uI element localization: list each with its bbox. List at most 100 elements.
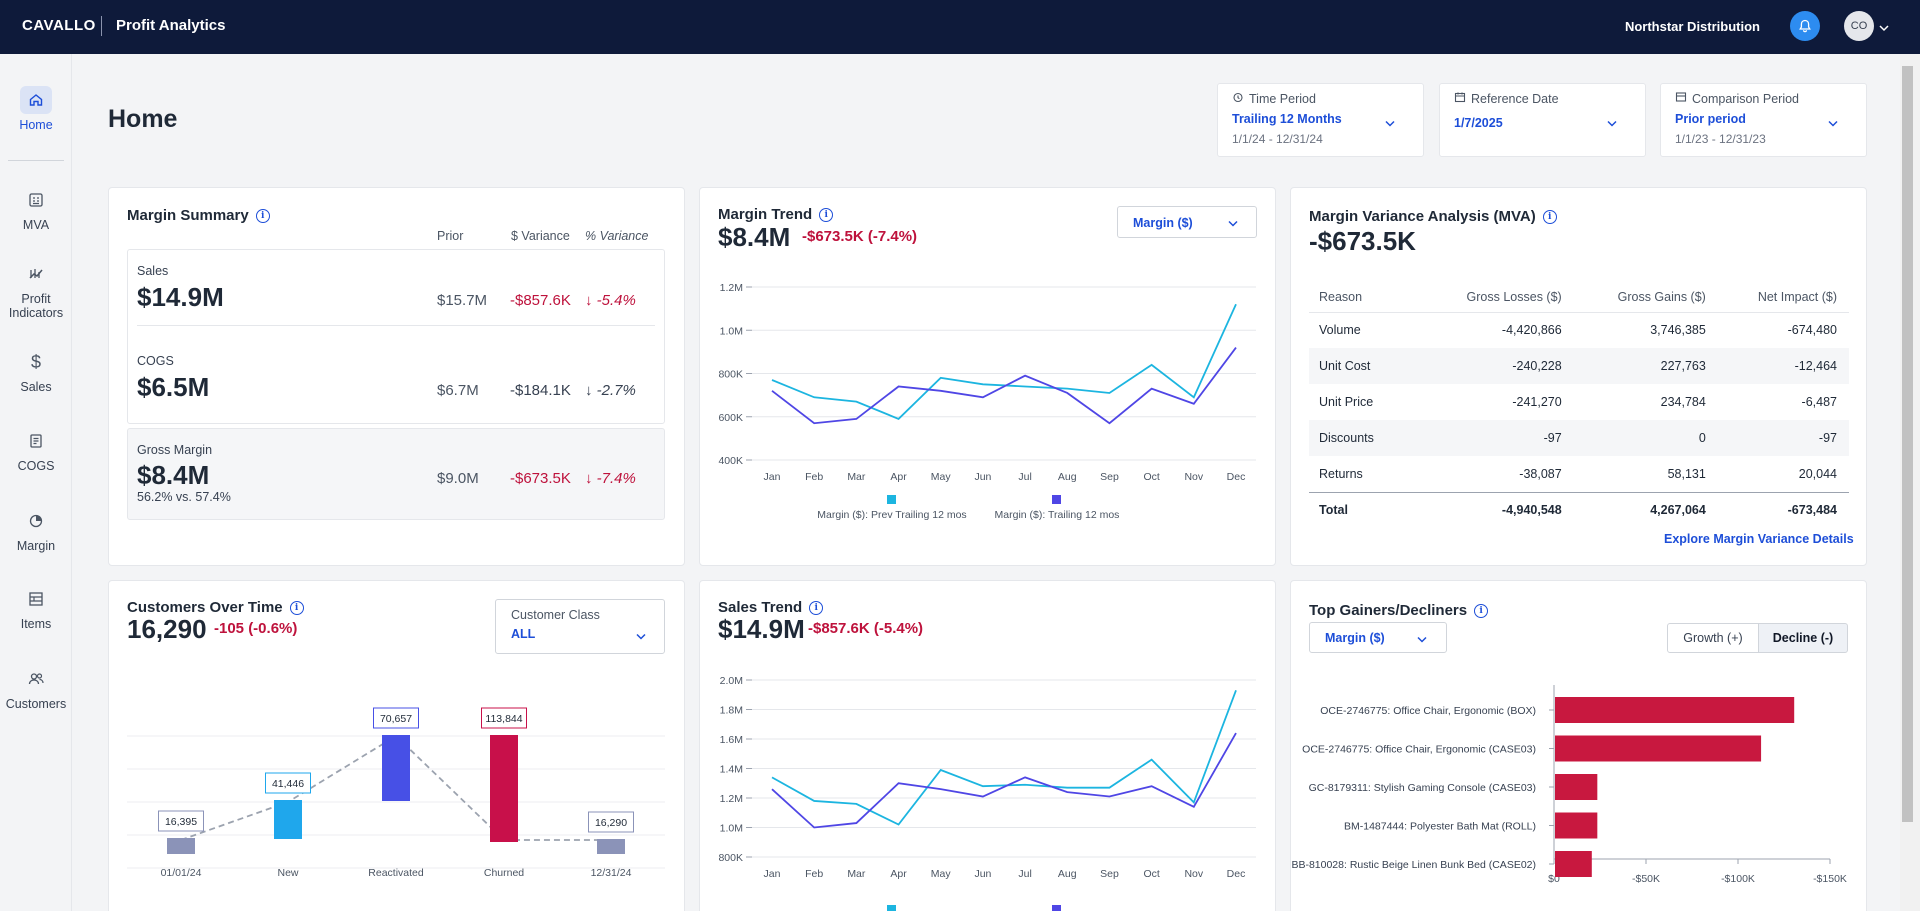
- sidebar-item-mva[interactable]: MVA: [0, 186, 72, 232]
- sidebar-item-cogs[interactable]: COGS: [0, 427, 72, 473]
- mva-table: Reason Gross Losses ($) Gross Gains ($) …: [1309, 282, 1849, 528]
- data-label: 113,844: [485, 713, 522, 725]
- cell: 58,131: [1667, 466, 1706, 481]
- y-tick-label: 1.0M: [720, 823, 743, 835]
- cell: -674,480: [1787, 323, 1837, 338]
- margin-trend-metric-select[interactable]: Margin ($): [1117, 206, 1257, 238]
- legend-label: Margin ($): Prev Trailing 12 mos: [817, 509, 966, 521]
- row-pct: -7.4%: [596, 470, 636, 487]
- compare-icon: [1675, 91, 1687, 106]
- info-icon[interactable]: i: [1542, 209, 1557, 224]
- chevron-down-icon[interactable]: [1879, 19, 1889, 37]
- column-header: Reason: [1309, 282, 1420, 313]
- arrow-down-icon: ↓: [585, 382, 593, 399]
- x-tick-label: New: [277, 867, 298, 879]
- x-tick-label: Aug: [1058, 868, 1077, 880]
- reference-date-value: 1/7/2025: [1454, 116, 1503, 130]
- info-icon[interactable]: i: [289, 600, 304, 615]
- user-avatar[interactable]: CO: [1844, 11, 1874, 41]
- info-icon[interactable]: i: [255, 208, 270, 223]
- bar: [382, 735, 410, 801]
- gainers-metric-select[interactable]: Margin ($): [1309, 622, 1447, 653]
- sidebar-item-sales[interactable]: $ Sales: [0, 348, 72, 395]
- data-label: 70,657: [380, 713, 412, 725]
- x-tick-label: Aug: [1058, 471, 1077, 483]
- gainers-chart: $0 -$50K -$100K -$150K OCE-2746775: Office C…: [1291, 685, 1847, 885]
- info-icon[interactable]: i: [809, 600, 824, 615]
- bar: [597, 839, 625, 854]
- info-icon[interactable]: i: [1474, 603, 1489, 618]
- column-header-prior: Prior: [437, 229, 464, 243]
- legend-swatch: [887, 905, 896, 911]
- table-total-row: Total -4,940,548 4,267,064 -673,484: [1309, 491, 1849, 528]
- sidebar-item-label: Margin: [16, 539, 56, 553]
- time-period-label: Time Period: [1249, 91, 1316, 106]
- chevron-down-icon[interactable]: [1828, 114, 1838, 132]
- legend-swatch: [1052, 905, 1061, 911]
- x-tick-label: Mar: [847, 471, 866, 483]
- sidebar-item-customers[interactable]: Customers: [0, 665, 72, 711]
- y-tick-label: 1.2M: [720, 282, 743, 294]
- sidebar-item-label: Items: [20, 617, 52, 631]
- scrollbar-thumb[interactable]: [1902, 66, 1913, 822]
- notification-bell-icon[interactable]: [1790, 11, 1820, 41]
- explore-mva-link[interactable]: Explore Margin Variance Details: [1664, 532, 1854, 546]
- data-label-box: [158, 810, 204, 832]
- bar: [274, 800, 302, 839]
- legend-label: Margin ($): Trailing 12 mos: [995, 509, 1120, 521]
- toggle-decline[interactable]: Decline (-): [1758, 623, 1848, 653]
- customers-delta: -105 (-0.6%): [214, 620, 298, 637]
- brand-logo[interactable]: CAVALLO: [22, 17, 96, 34]
- sidebar-item-profit-indicators[interactable]: Profit Indicators: [0, 260, 72, 320]
- x-tick-label: May: [931, 471, 952, 483]
- sidebar-item-label: Profit: [21, 292, 51, 306]
- dollar-icon: $: [30, 351, 41, 372]
- sidebar-item-items[interactable]: Items: [0, 585, 72, 631]
- margin-trend-chart: 400K 600K 800K 1.0M 1.2M Jan Feb Mar Apr May Jun Ju…: [718, 282, 1256, 521]
- select-value: Margin ($): [1325, 631, 1385, 645]
- margin-trend-card: [699, 187, 1276, 566]
- top-bar: CAVALLO Profit Analytics Northstar Distr…: [0, 0, 1920, 54]
- row-label: Gross Margin: [137, 443, 213, 457]
- table-row: Volume -4,420,866 3,746,385 -674,480: [1309, 312, 1849, 348]
- cell: 20,044: [1798, 466, 1837, 481]
- sales-trend-value: $14.9M: [718, 614, 805, 644]
- cell: 0: [1573, 420, 1718, 456]
- sidebar-item-home[interactable]: Home: [0, 86, 72, 132]
- app-title: Profit Analytics: [116, 17, 226, 34]
- row-pct: -5.4%: [596, 292, 636, 309]
- time-period-filter[interactable]: Time Period Trailing 12 Months 1/1/24 - …: [1217, 83, 1424, 157]
- cell: Returns: [1319, 466, 1363, 481]
- card-title-text: Margin Summary: [127, 207, 249, 224]
- table-row: Unit Price -241,270 234,784 -6,487: [1309, 384, 1849, 420]
- reference-date-filter[interactable]: Reference Date 1/7/2025: [1439, 83, 1646, 157]
- series-line: [771, 303, 1237, 420]
- toggle-growth[interactable]: Growth (+): [1667, 623, 1759, 653]
- alarm-clock-icon: [1232, 91, 1244, 106]
- row-pct: -2.7%: [596, 382, 636, 399]
- mva-title: Margin Variance Analysis (MVA) i: [1309, 208, 1557, 225]
- cell: 4,267,064: [1573, 491, 1718, 528]
- y-tick-label: 400K: [718, 455, 743, 467]
- sidebar-item-margin[interactable]: Margin: [0, 507, 72, 553]
- divider: [137, 325, 655, 326]
- y-tick-label: 1.0M: [720, 325, 743, 337]
- margin-trend-title: Margin Trend i: [718, 206, 834, 223]
- x-tick-label: 01/01/24: [161, 867, 202, 879]
- data-label-box: [481, 707, 527, 729]
- x-tick-label: Oct: [1143, 471, 1159, 483]
- y-tick-label: 1.8M: [720, 705, 743, 717]
- info-icon[interactable]: i: [819, 207, 834, 222]
- x-tick-label: Oct: [1143, 868, 1159, 880]
- comparison-period-filter[interactable]: Comparison Period Prior period 1/1/23 - …: [1660, 83, 1867, 157]
- column-header: Gross Losses ($): [1419, 282, 1574, 313]
- summary-box: [127, 249, 665, 424]
- customer-class-select[interactable]: Customer Class ALL: [495, 599, 665, 654]
- x-tick-label: Feb: [805, 868, 823, 880]
- x-tick-label: Jan: [764, 868, 781, 880]
- chevron-down-icon[interactable]: [1385, 114, 1395, 132]
- chevron-down-icon[interactable]: [1607, 114, 1617, 132]
- y-tick-label: 600K: [718, 412, 743, 424]
- column-header: Net Impact ($): [1717, 282, 1849, 313]
- x-tick-label: Dec: [1227, 868, 1246, 880]
